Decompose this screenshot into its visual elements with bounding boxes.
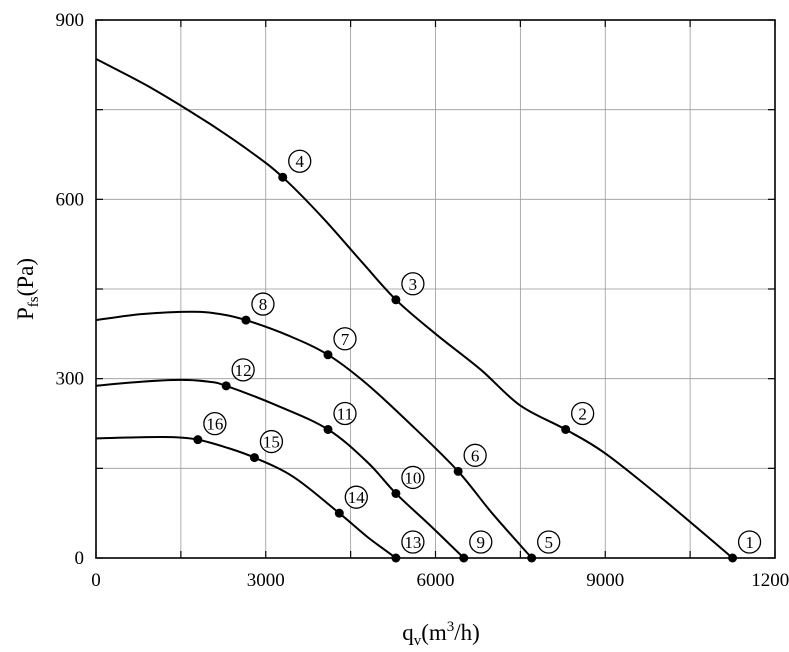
data-point-3	[391, 295, 401, 305]
x-axis-label: qv(m3/h)	[402, 619, 480, 649]
point-label-7: 7	[341, 330, 350, 349]
y-tick-label: 0	[75, 548, 85, 569]
data-point-4	[278, 172, 288, 182]
series-line-3	[95, 378, 465, 559]
point-label-2: 2	[578, 404, 587, 423]
x-tick-label: 6000	[417, 570, 455, 591]
data-point-2	[561, 424, 571, 434]
point-label-11: 11	[337, 404, 353, 423]
x-tick-label: 3000	[247, 570, 285, 591]
point-label-8: 8	[259, 295, 268, 314]
point-label-15: 15	[263, 433, 280, 452]
point-label-circle-3	[401, 272, 425, 296]
data-point-12	[221, 381, 231, 391]
series-line-4	[95, 436, 397, 559]
y-tick-label: 300	[56, 369, 85, 390]
data-point-1	[728, 553, 738, 563]
point-label-circle-5	[537, 530, 561, 554]
point-label-circle-8	[251, 292, 275, 316]
data-point-15	[249, 453, 259, 463]
point-label-circle-4	[288, 149, 312, 173]
point-label-14: 14	[348, 488, 366, 507]
y-tick-label: 600	[56, 189, 85, 210]
data-point-6	[453, 466, 463, 476]
point-label-circle-16	[203, 411, 227, 436]
data-point-16	[193, 435, 203, 445]
point-label-circle-14	[344, 485, 368, 509]
point-label-circle-6	[463, 443, 487, 467]
point-label-circle-9	[469, 530, 493, 554]
point-label-1: 1	[745, 533, 754, 552]
data-point-9	[459, 553, 469, 563]
point-label-16: 16	[206, 415, 223, 434]
data-point-10	[391, 488, 401, 498]
x-tick-label: 0	[91, 570, 101, 591]
data-point-11	[323, 424, 333, 434]
point-label-13: 13	[404, 533, 421, 552]
data-point-5	[527, 553, 537, 563]
point-label-6: 6	[471, 446, 480, 465]
y-axis-label: Pfs(Pa)	[13, 258, 42, 320]
point-label-circle-10	[401, 465, 425, 490]
data-point-14	[334, 508, 344, 518]
point-label-4: 4	[295, 152, 304, 171]
data-point-13	[391, 553, 401, 563]
grid	[96, 20, 775, 558]
point-label-circle-7	[333, 327, 357, 351]
data-point-8	[241, 315, 251, 325]
point-label-circle-13	[401, 530, 425, 554]
point-label-circle-1	[737, 530, 762, 554]
point-label-circle-11	[333, 401, 357, 426]
data-point-7	[323, 350, 333, 360]
point-label-9: 9	[477, 533, 486, 552]
y-tick-label: 900	[56, 10, 85, 31]
x-tick-label: 9000	[586, 570, 624, 591]
point-label-10: 10	[404, 468, 421, 487]
series-line-2	[95, 310, 533, 559]
point-label-circle-2	[570, 401, 595, 426]
point-label-3: 3	[409, 275, 418, 294]
point-label-circle-12	[231, 358, 255, 382]
point-label-12: 12	[235, 361, 252, 380]
point-label-5: 5	[544, 533, 553, 552]
point-label-circle-15	[259, 429, 284, 454]
